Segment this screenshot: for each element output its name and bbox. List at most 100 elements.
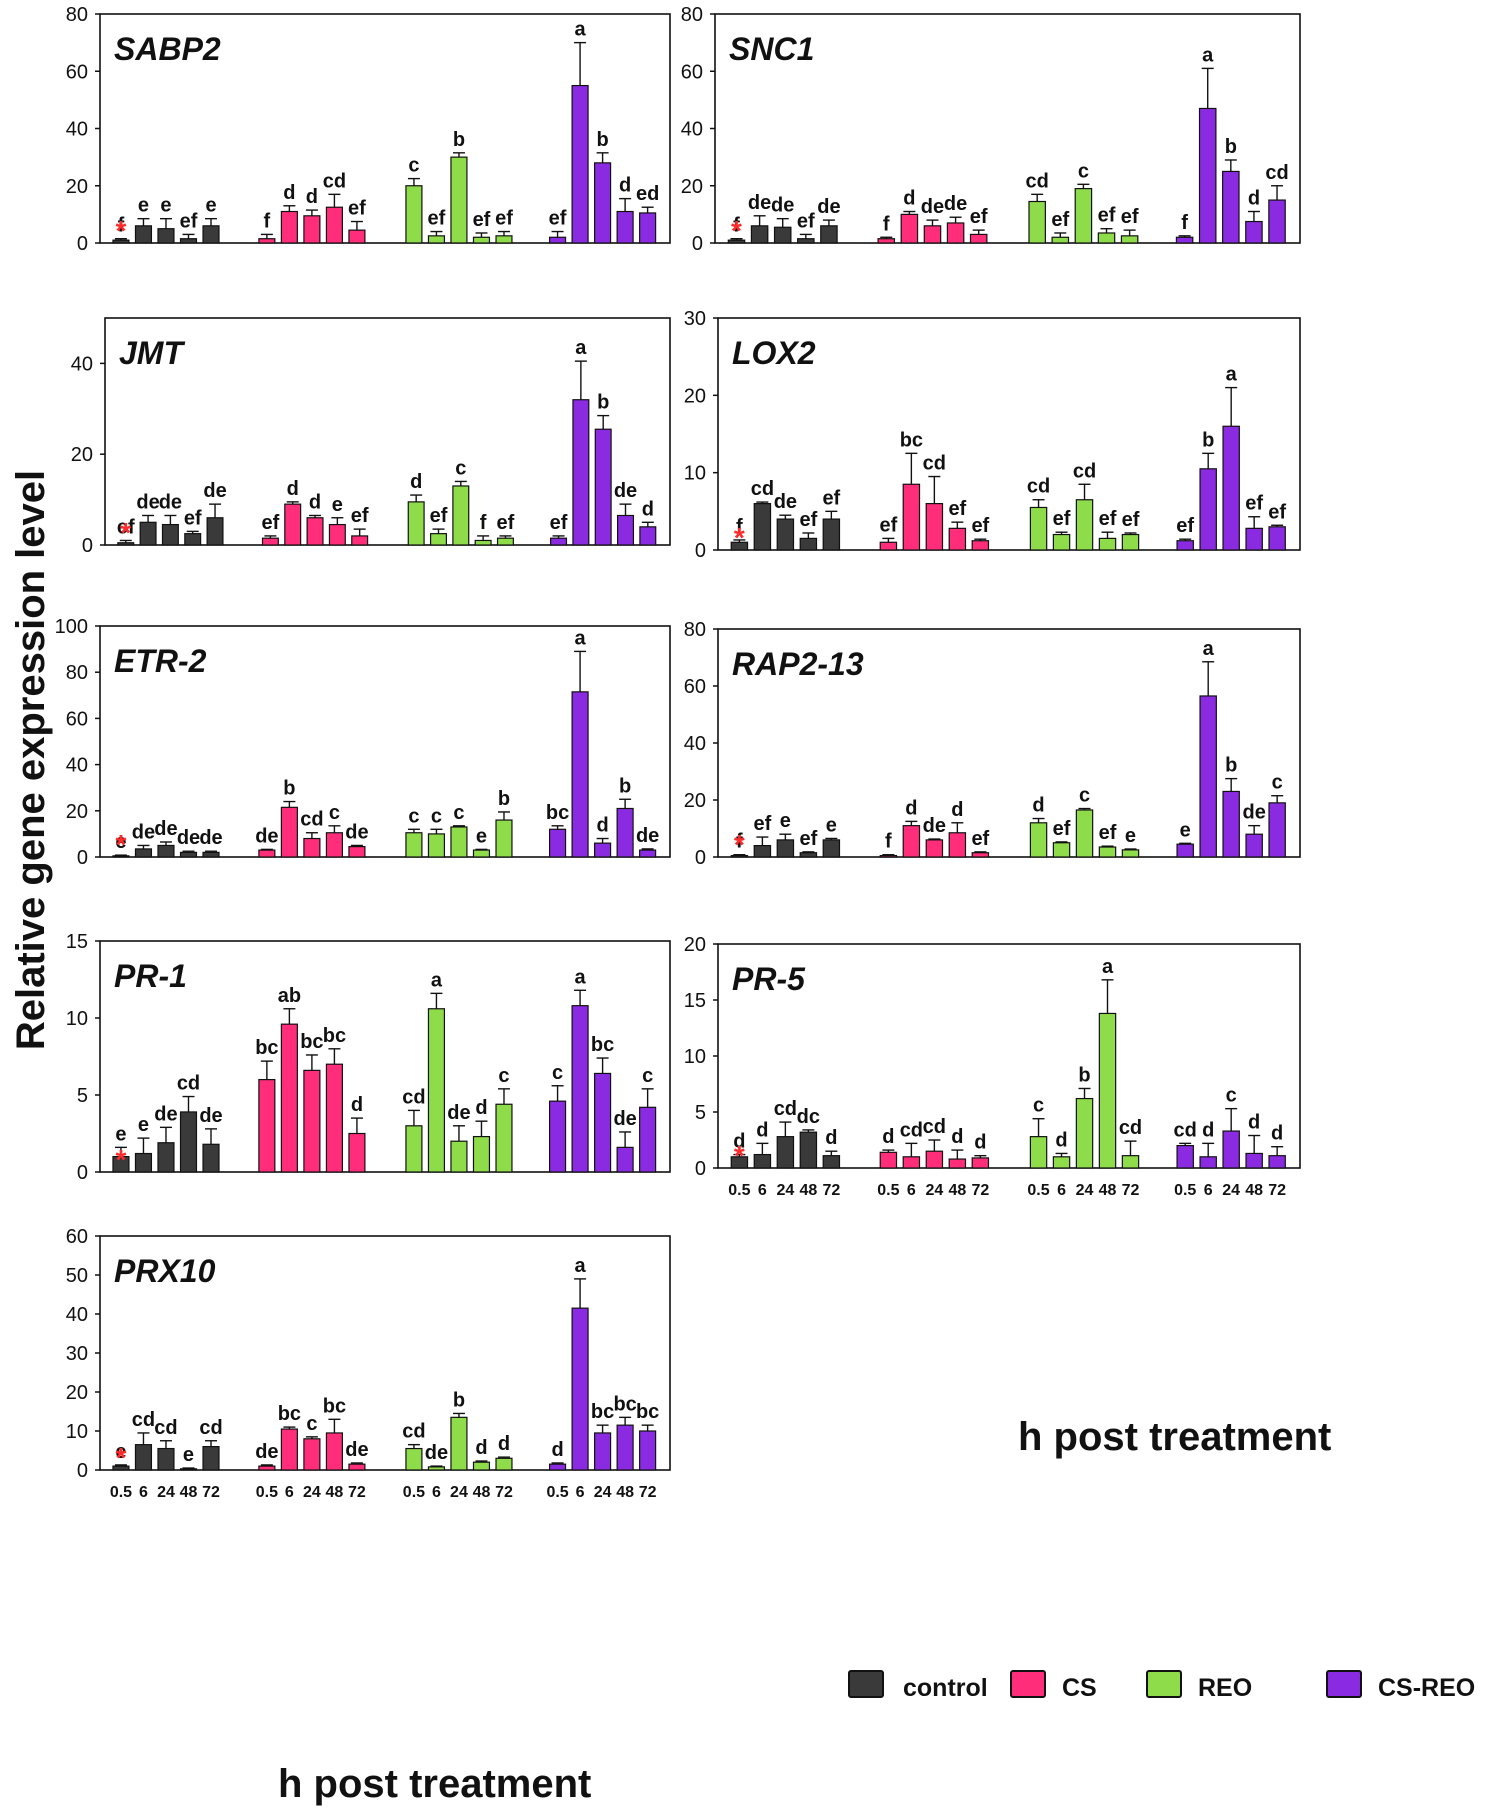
- bar: [822, 839, 841, 858]
- y-tick-label: 0: [77, 1162, 88, 1184]
- bar: [797, 238, 815, 244]
- y-tick-label: 0: [77, 1460, 88, 1482]
- significance-letter: d: [1055, 1129, 1067, 1151]
- bar: [594, 162, 612, 244]
- bar: [1121, 533, 1140, 551]
- bar: [303, 1438, 321, 1471]
- x-tick-label: 72: [348, 1484, 366, 1501]
- y-tick-label: 60: [681, 61, 703, 83]
- bar: [161, 523, 179, 546]
- bar: [1175, 236, 1194, 244]
- significance-letter: de: [923, 815, 946, 837]
- bar: [750, 225, 769, 244]
- bar: [753, 503, 772, 551]
- bar: [405, 185, 423, 244]
- plot-frame: [99, 625, 671, 858]
- significance-letter: cd: [177, 1073, 200, 1095]
- significance-letter: e: [183, 1444, 194, 1466]
- significance-letter: a: [575, 337, 587, 359]
- bar: [616, 807, 634, 858]
- legend-label-reo: REO: [1198, 1674, 1253, 1702]
- bar: [1051, 236, 1070, 244]
- bar: [1098, 1012, 1117, 1169]
- bar: [351, 535, 369, 546]
- bar: [572, 399, 590, 546]
- y-tick-label: 0: [77, 847, 88, 869]
- y-tick-label: 0: [695, 1158, 706, 1180]
- bar: [550, 537, 568, 546]
- bar: [472, 236, 491, 244]
- bar: [1199, 1156, 1217, 1169]
- significance-letter: ef: [1268, 501, 1286, 523]
- legend-label-cs: CS: [1062, 1674, 1097, 1702]
- significance-letter: d: [309, 491, 321, 513]
- significance-letter: ef: [351, 505, 369, 527]
- significance-letter: de: [817, 196, 840, 218]
- y-tick-label: 50: [66, 1265, 88, 1287]
- significance-letter: e: [476, 825, 487, 847]
- bar: [258, 238, 276, 244]
- chart-title: PR-1: [114, 958, 187, 994]
- significance-letter: e: [138, 1114, 149, 1136]
- legend-swatch-cs-reo: [1326, 1670, 1362, 1698]
- significance-letter: ef: [495, 208, 513, 230]
- bar: [427, 235, 446, 244]
- significance-letter: ef: [1053, 818, 1071, 840]
- y-tick-label: 20: [684, 790, 706, 812]
- x-tick-label: 48: [180, 1484, 198, 1501]
- bar: [946, 222, 965, 244]
- significance-letter: bc: [255, 1037, 278, 1059]
- significance-letter: ef: [799, 828, 817, 850]
- significance-letter: a: [1203, 638, 1215, 660]
- bar: [348, 1132, 366, 1173]
- significance-letter: d: [475, 1437, 487, 1459]
- bar: [948, 527, 967, 551]
- chart-title: ETR-2: [114, 643, 207, 679]
- x-tick-label: 0.5: [110, 1484, 132, 1501]
- x-tick-label: 48: [1099, 1182, 1117, 1199]
- y-tick-label: 10: [66, 1008, 88, 1030]
- bar: [495, 1457, 513, 1471]
- legend-label-control: control: [903, 1674, 988, 1702]
- bar: [639, 212, 657, 244]
- x-tick-label: 24: [450, 1484, 468, 1501]
- significance-letter: ef: [1121, 206, 1139, 228]
- y-tick-label: 20: [684, 934, 706, 956]
- legend-swatch-cs: [1010, 1670, 1046, 1698]
- bar: [1098, 846, 1117, 858]
- significance-letter: cd: [1027, 476, 1050, 498]
- bar: [1268, 1155, 1286, 1169]
- chart-title: LOX2: [732, 335, 816, 371]
- bar: [306, 517, 324, 546]
- y-tick-label: 15: [66, 931, 88, 953]
- x-tick-label: 72: [495, 1484, 513, 1501]
- significance-letter: a: [575, 1255, 587, 1277]
- significance-letter: de: [425, 1442, 448, 1464]
- bar: [474, 539, 492, 546]
- y-tick-label: 5: [695, 1102, 706, 1124]
- significance-letter: c: [455, 457, 466, 479]
- legend-label-cs-reo: CS-REO: [1378, 1674, 1476, 1702]
- y-tick-label: 10: [684, 1046, 706, 1068]
- significance-letter: cd: [1119, 1117, 1142, 1139]
- bar: [450, 1140, 468, 1173]
- significance-letter: cd: [402, 1421, 425, 1443]
- bar: [548, 1100, 567, 1173]
- bar: [1075, 1097, 1094, 1169]
- bar: [925, 1150, 944, 1169]
- asterisk-marker: *: [115, 1442, 126, 1473]
- significance-letter: bc: [900, 429, 923, 451]
- bar: [157, 228, 175, 244]
- significance-letter: c: [329, 802, 340, 824]
- bar: [1075, 809, 1094, 858]
- asterisk-marker: *: [734, 1140, 745, 1171]
- bar: [134, 848, 153, 858]
- bar: [1245, 527, 1263, 551]
- significance-letter: cd: [323, 170, 346, 192]
- bar: [639, 1430, 657, 1471]
- bar: [594, 842, 612, 858]
- significance-letter: b: [1202, 429, 1214, 451]
- asterisk-marker: *: [115, 215, 126, 246]
